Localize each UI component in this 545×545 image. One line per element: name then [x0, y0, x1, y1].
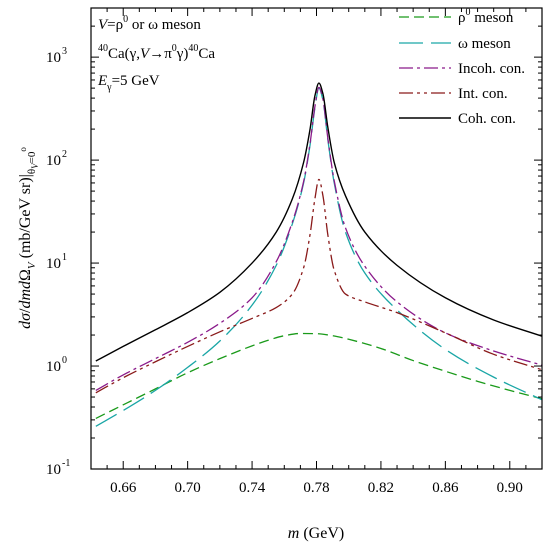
annotation-reaction: 40Ca(γ,V→π0γ)40Ca [98, 43, 215, 62]
y-tick-exponent: 3 [62, 46, 67, 57]
legend-label-1: ρ0 meson [458, 7, 514, 26]
plot-layer [95, 82, 542, 427]
legend-label-2: ω meson [458, 36, 511, 52]
series-line-4 [95, 178, 542, 394]
series-line-5 [95, 82, 542, 362]
y-tick-exponent: -1 [62, 458, 70, 469]
legend: ρ0 meson ω meson Incoh. con. Int. con. Coh. … [399, 7, 525, 127]
legend-label-5: Coh. con. [458, 111, 516, 127]
annotation-energy: Eγ=5 GeV [97, 73, 160, 93]
annotation-block: V=ρ0 or ω meson 40Ca(γ,V→π0γ)40Ca Eγ=5 G… [97, 14, 215, 93]
x-tick-label: 0.78 [303, 480, 329, 496]
y-tick-label: 10 [46, 256, 61, 272]
x-tick-label: 0.70 [175, 480, 201, 496]
series-line-2 [95, 87, 542, 427]
y-tick-exponent: 1 [62, 252, 67, 263]
x-tick-label: 0.66 [110, 480, 137, 496]
y-tick-exponent: 2 [62, 149, 67, 160]
y-axis-title: dσ/dmdΩV (mb/GeV sr)|θV=0o [17, 147, 40, 329]
legend-label-3: Incoh. con. [458, 61, 525, 77]
x-axis-title: m (GeV) [288, 525, 344, 542]
x-tick-label: 0.86 [432, 480, 459, 496]
series-line-3 [95, 86, 542, 391]
y-tick-label: 10 [46, 50, 61, 66]
y-tick-label: 10 [46, 153, 61, 169]
series-line-1 [95, 332, 542, 419]
annotation-vector-meson: V=ρ0 or ω meson [98, 14, 201, 33]
legend-label-4: Int. con. [458, 86, 508, 102]
y-tick-label: 10 [46, 359, 61, 375]
x-tick-label: 0.90 [497, 480, 523, 496]
y-tick-exponent: 0 [62, 355, 67, 366]
y-tick-label: 10 [46, 462, 61, 478]
x-tick-label: 0.82 [368, 480, 394, 496]
x-tick-label: 0.74 [239, 480, 266, 496]
x-ticks: 0.66 0.70 0.74 0.78 0.82 0.86 0.90 [106, 8, 543, 496]
